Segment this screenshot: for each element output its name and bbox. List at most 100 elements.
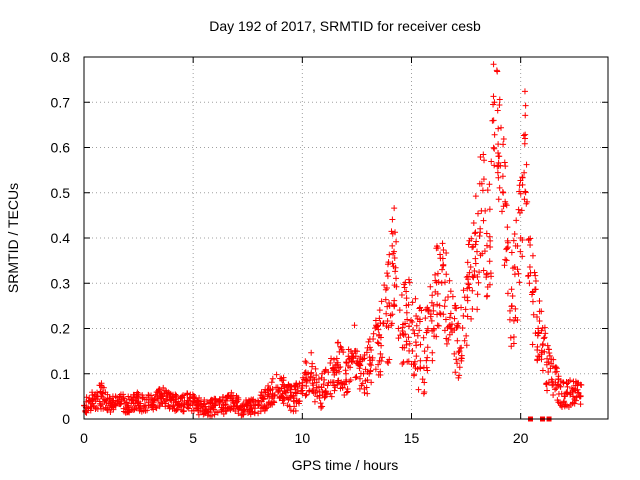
data-point xyxy=(573,379,580,386)
data-point xyxy=(458,304,465,311)
data-point xyxy=(262,405,269,412)
data-point xyxy=(516,279,523,286)
data-point xyxy=(388,228,395,235)
data-point xyxy=(330,367,337,374)
data-point xyxy=(436,310,443,317)
data-point xyxy=(501,262,508,269)
data-point xyxy=(563,389,570,396)
data-point xyxy=(443,250,450,257)
data-point xyxy=(446,314,453,321)
data-point xyxy=(293,390,300,397)
data-point xyxy=(344,388,351,395)
y-tick-label: 0.6 xyxy=(51,140,71,156)
data-point xyxy=(435,322,442,329)
x-tick-label: 20 xyxy=(513,430,529,446)
data-point xyxy=(444,324,451,331)
data-point xyxy=(466,269,473,276)
data-point xyxy=(155,398,162,405)
data-point xyxy=(464,259,471,266)
data-point xyxy=(463,274,470,281)
data-point xyxy=(417,304,424,311)
data-point xyxy=(281,388,288,395)
data-point xyxy=(395,325,402,332)
data-point xyxy=(421,379,428,386)
data-point xyxy=(381,282,388,289)
data-point xyxy=(439,240,446,247)
data-point xyxy=(413,342,420,349)
data-point xyxy=(357,375,364,382)
data-point xyxy=(474,291,481,298)
data-point xyxy=(432,271,439,278)
data-point xyxy=(376,307,383,314)
data-point xyxy=(508,286,515,293)
data-point xyxy=(347,376,354,383)
data-point xyxy=(405,358,412,365)
data-point xyxy=(273,371,280,378)
data-point xyxy=(496,96,503,103)
data-point xyxy=(550,392,557,399)
data-point xyxy=(517,248,524,255)
data-point xyxy=(352,353,359,360)
data-point xyxy=(303,391,310,398)
data-point xyxy=(434,301,441,308)
data-point xyxy=(555,390,562,397)
data-point xyxy=(560,379,567,386)
data-point xyxy=(249,397,256,404)
data-point xyxy=(199,403,206,410)
data-point xyxy=(514,266,521,273)
y-tick-label: 0.3 xyxy=(51,275,71,291)
data-point xyxy=(107,409,114,416)
data-point xyxy=(311,398,318,405)
data-point xyxy=(510,237,517,244)
data-point xyxy=(423,357,430,364)
data-point xyxy=(82,408,89,415)
data-point xyxy=(398,291,405,298)
data-point xyxy=(522,189,529,196)
tick-labels: 0 5 10 15 20 0 0.1 0.2 0.3 0.4 0.5 0.6 0.7 0.8 xyxy=(51,49,529,446)
data-point xyxy=(378,298,385,305)
data-point xyxy=(540,340,547,347)
data-point xyxy=(424,354,431,361)
data-point xyxy=(530,311,537,318)
data-point xyxy=(299,387,306,394)
data-point xyxy=(440,311,447,318)
data-point xyxy=(502,256,509,263)
data-point xyxy=(500,135,507,142)
data-point xyxy=(484,292,491,299)
data-point xyxy=(494,163,501,170)
y-tick-label: 0.8 xyxy=(51,49,71,65)
data-point xyxy=(377,350,384,357)
data-point xyxy=(117,401,124,408)
data-point xyxy=(389,242,396,249)
data-point xyxy=(521,140,528,147)
y-tick-label: 0.5 xyxy=(51,185,71,201)
data-point xyxy=(91,402,98,409)
data-point xyxy=(472,241,479,248)
data-point xyxy=(395,335,402,342)
data-point xyxy=(488,158,495,165)
data-point xyxy=(261,389,268,396)
data-point xyxy=(204,398,211,405)
data-point xyxy=(570,378,577,385)
data-point xyxy=(522,112,529,119)
data-point xyxy=(519,174,526,181)
data-point xyxy=(160,384,167,391)
data-point xyxy=(528,291,535,298)
data-point xyxy=(204,412,211,419)
data-point xyxy=(406,340,413,347)
data-point xyxy=(143,396,150,403)
data-point xyxy=(403,338,410,345)
data-point xyxy=(257,408,264,415)
data-point xyxy=(222,401,229,408)
data-point xyxy=(195,404,202,411)
data-point xyxy=(100,384,107,391)
data-point xyxy=(368,347,375,354)
data-point xyxy=(522,102,529,109)
data-point xyxy=(260,396,267,403)
data-point xyxy=(338,379,345,386)
data-point xyxy=(320,381,327,388)
data-point xyxy=(470,219,477,226)
data-point xyxy=(466,237,473,244)
data-point xyxy=(447,288,454,295)
data-point xyxy=(486,281,493,288)
